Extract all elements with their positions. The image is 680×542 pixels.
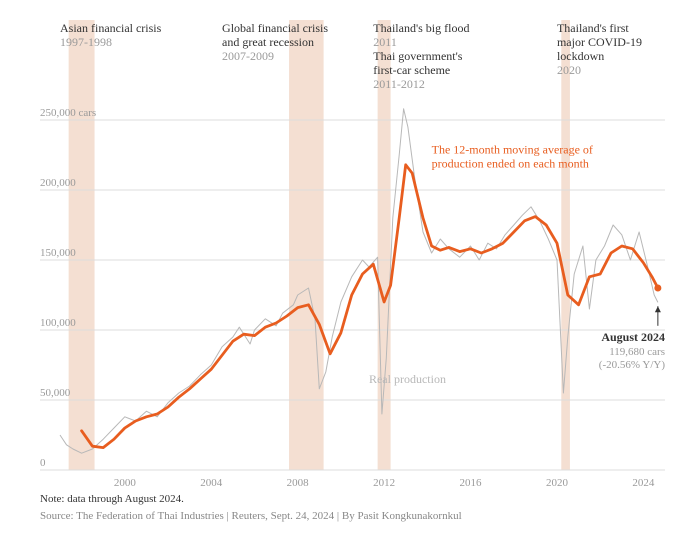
callout-title: August 2024 xyxy=(601,330,665,344)
event-sublabel: 2011-2012 xyxy=(373,77,425,91)
ma-annotation: production ended on each month xyxy=(432,157,589,171)
event-band xyxy=(289,20,324,470)
x-tick-label: 2016 xyxy=(460,477,483,489)
callout-arrowhead xyxy=(655,306,661,312)
y-tick-label: 200,000 xyxy=(40,177,76,189)
event-band xyxy=(561,20,570,470)
event-sublabel: 1997-1998 xyxy=(60,35,112,49)
event-sublabel: 2007-2009 xyxy=(222,49,274,63)
y-tick-label: 250,000 cars xyxy=(40,107,96,119)
event-label: Thailand's first xyxy=(557,21,629,35)
series-ma12 xyxy=(82,165,658,448)
event-label: Thailand's big flood xyxy=(373,21,469,35)
y-tick-label: 100,000 xyxy=(40,317,76,329)
footer-note: Note: data through August 2024. xyxy=(40,491,462,508)
event-label: lockdown xyxy=(557,49,604,63)
real-label: Real production xyxy=(369,372,446,386)
x-tick-label: 2004 xyxy=(200,477,223,489)
footer: Note: data through August 2024. Source: … xyxy=(40,491,462,524)
event-label: Asian financial crisis xyxy=(60,21,162,35)
x-tick-label: 2024 xyxy=(632,477,655,489)
event-label: Thai government's xyxy=(373,49,462,63)
x-tick-label: 2020 xyxy=(546,477,569,489)
chart-svg: 0 50,000 100,000 150,000 200,000 250,000 cars… xyxy=(0,0,680,542)
y-tick-label: 0 xyxy=(40,457,46,469)
y-tick-label: 150,000 xyxy=(40,247,76,259)
event-label: first-car scheme xyxy=(373,63,450,77)
callout-delta: (-20.56% Y/Y) xyxy=(599,359,666,371)
event-label: Global financial crisis xyxy=(222,21,328,35)
x-tick-label: 2000 xyxy=(114,477,137,489)
event-sublabel: 2020 xyxy=(557,63,581,77)
chart-container: 0 50,000 100,000 150,000 200,000 250,000 cars… xyxy=(0,0,680,542)
x-tick-label: 2008 xyxy=(287,477,310,489)
event-band xyxy=(69,20,95,470)
ma-annotation: The 12-month moving average of xyxy=(432,143,593,157)
callout-value: 119,680 cars xyxy=(609,346,665,358)
ma-end-marker xyxy=(654,285,661,292)
footer-source: Source: The Federation of Thai Industrie… xyxy=(40,508,462,525)
x-tick-label: 2012 xyxy=(373,477,395,489)
event-sublabel: 2011 xyxy=(373,35,397,49)
event-label: and great recession xyxy=(222,35,314,49)
y-tick-label: 50,000 xyxy=(40,387,71,399)
event-label: major COVID-19 xyxy=(557,35,642,49)
